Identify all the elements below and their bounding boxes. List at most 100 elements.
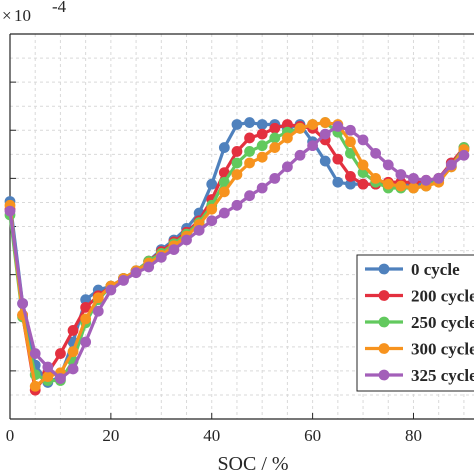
data-point [118, 275, 129, 286]
data-point [370, 172, 382, 184]
x-tick-label: 80 [405, 426, 422, 445]
data-point [345, 178, 356, 190]
data-point [357, 178, 369, 190]
data-point [67, 346, 79, 358]
legend-item: 200 cycle [365, 287, 474, 306]
data-point [319, 155, 331, 167]
data-point [244, 146, 255, 157]
data-point [42, 361, 54, 373]
data-point [218, 142, 230, 153]
data-point [29, 348, 41, 359]
data-point [218, 176, 230, 188]
data-point [281, 161, 293, 173]
legend-swatch-marker [378, 343, 390, 354]
data-point [408, 172, 419, 184]
data-point [345, 171, 356, 182]
data-point [231, 169, 243, 180]
data-point [181, 234, 192, 246]
legend-item: 250 cycle [365, 313, 474, 332]
data-point [294, 149, 306, 161]
data-point [281, 132, 293, 144]
legend-label: 300 cycle [411, 340, 474, 359]
data-point [231, 119, 243, 130]
series-4 [4, 121, 470, 384]
data-point [244, 157, 255, 169]
data-point [244, 190, 255, 202]
data-point [382, 159, 394, 171]
series-layer [4, 117, 470, 396]
legend-label: 250 cycle [411, 313, 474, 332]
data-point [256, 119, 268, 130]
data-point [193, 224, 205, 236]
legend-swatch-marker [378, 369, 390, 381]
data-point [80, 301, 92, 313]
data-point [256, 140, 268, 152]
multiplier-label: × 10 -4 [2, 0, 67, 25]
data-point [130, 267, 142, 279]
data-point [269, 132, 281, 144]
data-point [105, 284, 117, 296]
legend-swatch-marker [378, 290, 390, 301]
data-point [155, 251, 167, 263]
data-point [281, 119, 293, 130]
legend-items: 0 cycle 200 cycle 250 cycle 300 cycle 325 cy… [365, 260, 474, 385]
data-point [29, 380, 41, 392]
x-axis-ticks: 0 20 40 60 80 [6, 413, 422, 445]
data-point [206, 215, 218, 227]
data-point [42, 371, 54, 383]
legend-swatch-marker [378, 263, 390, 275]
data-point [206, 203, 218, 215]
legend-item: 300 cycle [365, 340, 474, 359]
data-point [345, 136, 356, 148]
data-point [408, 182, 419, 194]
data-point [231, 157, 243, 169]
data-point [445, 159, 457, 171]
data-point [80, 336, 92, 348]
x-tick-label: 0 [6, 426, 15, 445]
data-point [206, 178, 218, 190]
data-point [256, 182, 268, 194]
multiplier-exponent: -4 [52, 0, 67, 16]
data-point [269, 122, 281, 134]
data-point [168, 244, 180, 256]
data-point [256, 151, 268, 163]
data-point [395, 180, 407, 192]
data-point [420, 174, 432, 186]
multiplier-base: 10 [14, 6, 31, 25]
data-point [143, 261, 155, 273]
legend-label: 0 cycle [411, 260, 460, 279]
data-point [269, 142, 281, 153]
x-axis-title: SOC / % [217, 453, 288, 474]
data-point [345, 147, 356, 159]
data-point [357, 134, 369, 146]
data-point [244, 132, 255, 144]
data-point [218, 207, 230, 219]
data-point [332, 153, 344, 165]
legend-swatch-marker [378, 316, 390, 328]
x-tick-label: 20 [102, 426, 119, 445]
legend: 0 cycle 200 cycle 250 cycle 300 cycle 325 cy… [356, 254, 474, 392]
data-point [80, 294, 92, 306]
data-point [382, 178, 394, 190]
data-point [231, 199, 243, 211]
data-point [332, 176, 344, 188]
legend-label: 200 cycle [411, 287, 474, 306]
data-point [370, 147, 382, 159]
data-point [269, 172, 281, 184]
data-point [67, 363, 79, 375]
data-point [294, 122, 306, 134]
data-point [319, 128, 331, 140]
data-point [218, 186, 230, 198]
x-tick-label: 40 [203, 426, 220, 445]
legend-item: 0 cycle [365, 260, 460, 279]
data-point [244, 117, 255, 128]
data-point [307, 140, 319, 152]
data-point [345, 124, 356, 136]
data-point [92, 305, 104, 317]
data-point [92, 292, 104, 304]
data-point [17, 298, 29, 309]
legend-label: 325 cycle [411, 366, 474, 385]
data-point [433, 172, 445, 184]
data-point [55, 348, 66, 359]
